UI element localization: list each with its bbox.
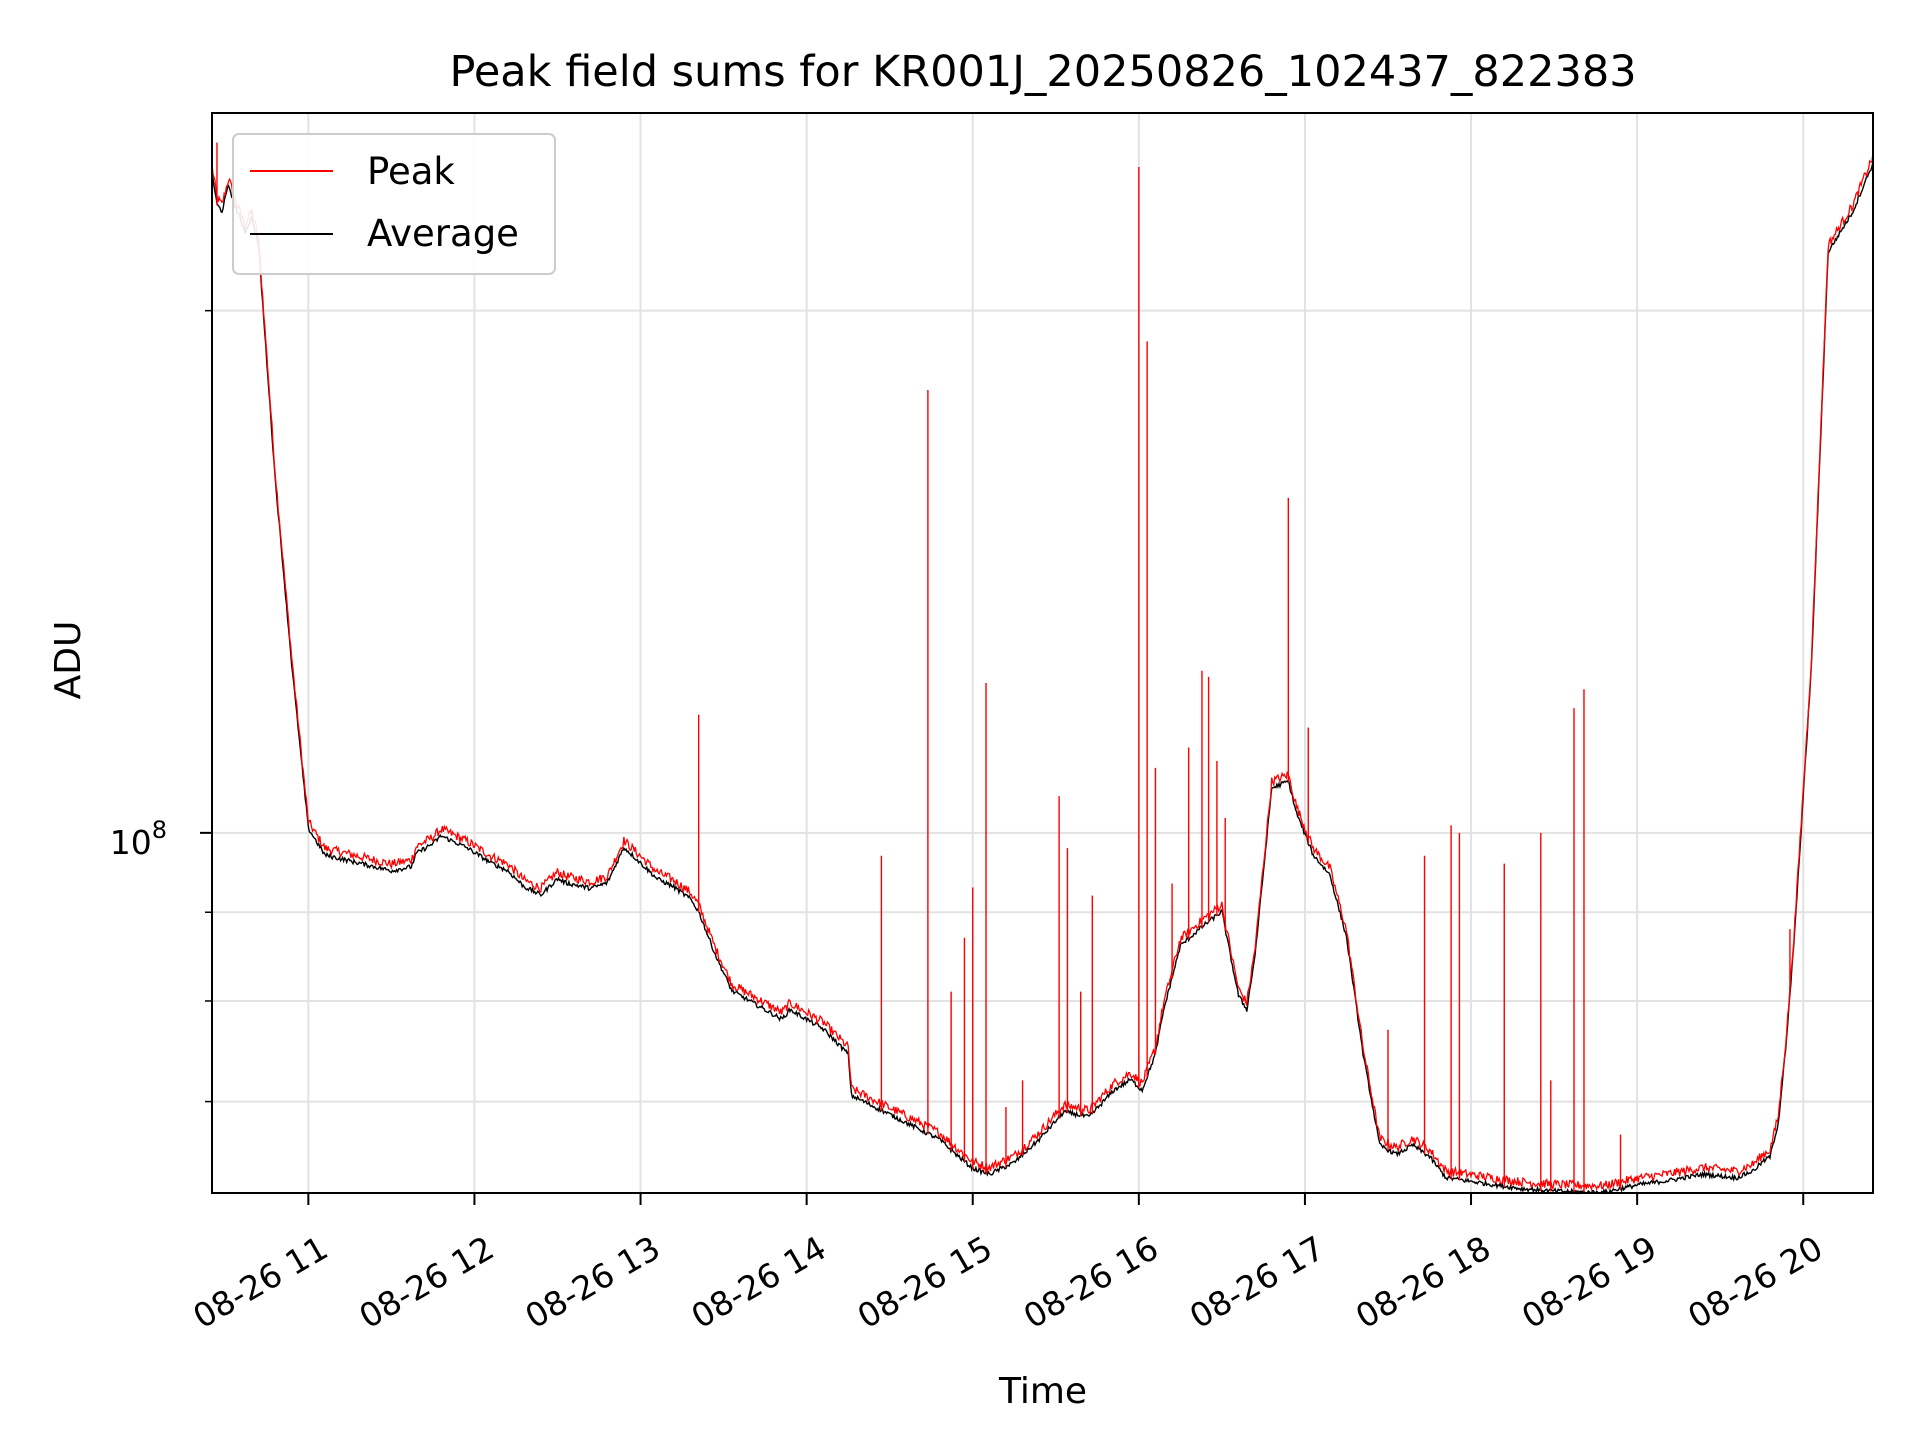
legend-box: [232, 133, 556, 275]
plot-frame: [211, 112, 1874, 1194]
legend-label-average: Average: [367, 212, 519, 255]
chart-title: Peak field sums for KR001J_20250826_1024…: [449, 47, 1636, 97]
x-axis-label: Time: [998, 1371, 1087, 1412]
grid-layer: [212, 113, 1873, 1193]
y-axis-label: ADU: [48, 621, 89, 700]
legend: Peak Average: [232, 133, 556, 275]
y-tick-label-1e8: 108: [110, 816, 167, 862]
axes-layer: [200, 112, 1874, 1205]
y-tick-base: 10: [110, 823, 152, 862]
legend-label-peak: Peak: [367, 150, 455, 193]
y-tick-exponent: 8: [152, 816, 167, 844]
peak-series-line: [211, 151, 1874, 1192]
peak-series-layer: [211, 142, 1874, 1193]
